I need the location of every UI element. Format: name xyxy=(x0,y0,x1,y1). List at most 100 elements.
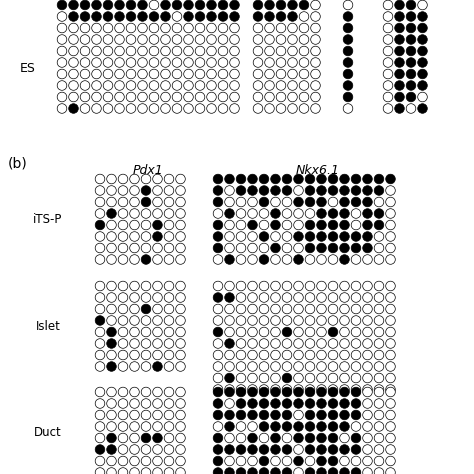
Circle shape xyxy=(395,12,404,21)
Circle shape xyxy=(225,174,234,184)
Circle shape xyxy=(225,220,234,230)
Circle shape xyxy=(141,209,151,219)
Circle shape xyxy=(149,92,159,102)
Circle shape xyxy=(259,350,269,360)
Circle shape xyxy=(207,0,216,10)
Circle shape xyxy=(259,373,269,383)
Circle shape xyxy=(176,422,185,431)
Circle shape xyxy=(395,69,404,79)
Circle shape xyxy=(317,327,326,337)
Circle shape xyxy=(130,387,139,397)
Circle shape xyxy=(299,23,309,33)
Circle shape xyxy=(294,399,303,408)
Circle shape xyxy=(305,232,315,241)
Circle shape xyxy=(294,339,303,348)
Circle shape xyxy=(207,46,216,56)
Circle shape xyxy=(57,35,67,44)
Circle shape xyxy=(164,399,174,408)
Circle shape xyxy=(406,0,416,10)
Circle shape xyxy=(351,327,361,337)
Circle shape xyxy=(294,445,303,454)
Circle shape xyxy=(153,304,162,314)
Circle shape xyxy=(225,243,234,253)
Circle shape xyxy=(395,46,404,56)
Circle shape xyxy=(176,174,185,184)
Circle shape xyxy=(225,422,234,431)
Circle shape xyxy=(340,362,349,371)
Circle shape xyxy=(305,327,315,337)
Circle shape xyxy=(176,197,185,207)
Circle shape xyxy=(305,373,315,383)
Circle shape xyxy=(130,468,139,474)
Circle shape xyxy=(118,350,128,360)
Circle shape xyxy=(271,220,280,230)
Circle shape xyxy=(288,69,297,79)
Circle shape xyxy=(374,387,384,397)
Circle shape xyxy=(299,35,309,44)
Circle shape xyxy=(80,35,90,44)
Circle shape xyxy=(172,104,182,113)
Circle shape xyxy=(130,399,139,408)
Circle shape xyxy=(363,362,372,371)
Circle shape xyxy=(213,255,223,264)
Circle shape xyxy=(248,316,257,325)
Circle shape xyxy=(340,410,349,420)
Circle shape xyxy=(374,220,384,230)
Circle shape xyxy=(328,327,338,337)
Circle shape xyxy=(161,69,170,79)
Circle shape xyxy=(271,174,280,184)
Circle shape xyxy=(107,186,116,195)
Circle shape xyxy=(184,23,193,33)
Circle shape xyxy=(230,46,239,56)
Circle shape xyxy=(264,46,274,56)
Circle shape xyxy=(418,35,427,44)
Circle shape xyxy=(259,339,269,348)
Circle shape xyxy=(184,35,193,44)
Circle shape xyxy=(374,197,384,207)
Circle shape xyxy=(130,410,139,420)
Text: Nkx6.1: Nkx6.1 xyxy=(296,164,340,177)
Circle shape xyxy=(95,197,105,207)
Circle shape xyxy=(236,243,246,253)
Circle shape xyxy=(195,12,205,21)
Circle shape xyxy=(271,456,280,466)
Circle shape xyxy=(107,339,116,348)
Circle shape xyxy=(141,255,151,264)
Circle shape xyxy=(328,362,338,371)
Circle shape xyxy=(294,468,303,474)
Circle shape xyxy=(149,12,159,21)
Circle shape xyxy=(282,422,292,431)
Circle shape xyxy=(248,293,257,302)
Circle shape xyxy=(213,304,223,314)
Circle shape xyxy=(164,304,174,314)
Circle shape xyxy=(271,281,280,291)
Circle shape xyxy=(317,456,326,466)
Circle shape xyxy=(406,92,416,102)
Circle shape xyxy=(305,243,315,253)
Circle shape xyxy=(288,23,297,33)
Circle shape xyxy=(248,197,257,207)
Circle shape xyxy=(141,281,151,291)
Circle shape xyxy=(153,410,162,420)
Circle shape xyxy=(351,362,361,371)
Circle shape xyxy=(317,293,326,302)
Circle shape xyxy=(259,304,269,314)
Circle shape xyxy=(107,255,116,264)
Circle shape xyxy=(115,46,124,56)
Circle shape xyxy=(225,281,234,291)
Circle shape xyxy=(317,373,326,383)
Circle shape xyxy=(317,174,326,184)
Text: iTS-P: iTS-P xyxy=(33,213,63,226)
Circle shape xyxy=(418,69,427,79)
Circle shape xyxy=(176,220,185,230)
Circle shape xyxy=(164,445,174,454)
Circle shape xyxy=(164,410,174,420)
Circle shape xyxy=(218,23,228,33)
Circle shape xyxy=(176,243,185,253)
Circle shape xyxy=(282,350,292,360)
Circle shape xyxy=(294,174,303,184)
Circle shape xyxy=(236,410,246,420)
Circle shape xyxy=(395,92,404,102)
Circle shape xyxy=(118,232,128,241)
Circle shape xyxy=(305,209,315,219)
